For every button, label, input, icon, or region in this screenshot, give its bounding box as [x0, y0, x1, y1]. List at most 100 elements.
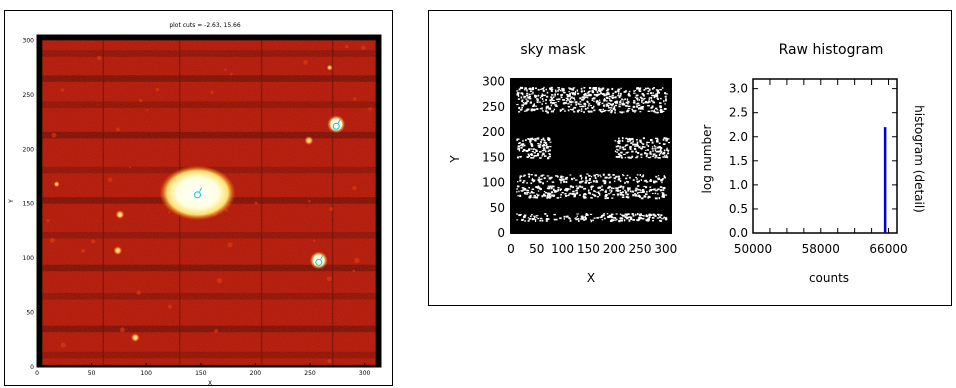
mask-pixel [600, 110, 603, 113]
mask-pixel [617, 89, 619, 92]
mask-pixel [540, 175, 543, 177]
mask-pixel [534, 218, 537, 221]
mask-pixel [639, 90, 642, 93]
mask-pixel [661, 178, 664, 181]
mask-pixel [624, 157, 627, 159]
mask-pixel [546, 91, 549, 94]
mask-pixel [648, 213, 652, 216]
mask-pixel [648, 97, 651, 99]
mask-pixel [518, 106, 521, 110]
mask-pixel [520, 214, 522, 216]
image-y-tick-label: 200 [23, 146, 35, 153]
mask-pixel [621, 98, 623, 100]
histogram-x-tick-label: 58000 [802, 242, 840, 256]
mask-pixel [608, 181, 611, 184]
mask-pixel [568, 94, 571, 97]
mask-pixel [521, 93, 524, 96]
mask-pixel [553, 108, 556, 111]
mask-pixel [620, 111, 624, 114]
mask-pixel [664, 95, 667, 98]
mask-pixel [611, 216, 614, 219]
mask-pixel [656, 111, 659, 114]
mask-pixel [542, 193, 545, 196]
mask-pixel [587, 110, 590, 112]
mask-pixel [611, 190, 613, 193]
mask-pixel [559, 179, 563, 182]
mask-pixel [602, 110, 605, 113]
mask-pixel [546, 195, 549, 198]
mask-pixel [543, 139, 546, 142]
mask-pixel [521, 104, 525, 107]
mask-pixel [590, 197, 593, 199]
mask-pixel [640, 179, 642, 181]
mask-pixel [618, 96, 621, 99]
mask-pixel [523, 175, 525, 177]
image-x-tick-label: 200 [250, 370, 262, 377]
mask-pixel [663, 100, 665, 103]
mask-pixel [632, 218, 635, 221]
mask-pixel [541, 110, 544, 112]
mask-pixel [624, 213, 628, 215]
mask-pixel [656, 217, 660, 219]
faint-source [91, 239, 96, 244]
mask-pixel [546, 215, 549, 217]
mask-pixel [634, 189, 637, 192]
mask-pixel [580, 87, 583, 90]
mask-pixel [631, 155, 634, 158]
mask-pixel [589, 181, 592, 183]
mask-pixel [536, 154, 540, 157]
mask-pixel [636, 141, 639, 144]
mask-pixel [652, 101, 656, 104]
mask-pixel [624, 191, 628, 194]
image-x-tick-label: 100 [140, 370, 152, 377]
mask-pixel [663, 149, 666, 151]
mask-pixel [599, 216, 603, 218]
mask-pixel [619, 145, 621, 148]
mask-pixel [588, 110, 591, 113]
mask-pixel [621, 214, 624, 216]
mask-pixel [539, 219, 542, 222]
mask-pixel [601, 189, 604, 191]
mask-pixel [564, 177, 568, 180]
mask-pixel [569, 88, 572, 90]
star-source [130, 333, 140, 343]
mask-pixel [611, 87, 614, 91]
mask-pixel [589, 177, 592, 180]
mask-pixel [617, 195, 619, 197]
mask-pixel [600, 188, 604, 191]
faint-source [167, 304, 173, 309]
image-y-tick-label: 300 [23, 37, 35, 44]
mask-pixel [571, 186, 575, 189]
mask-pixel [556, 175, 559, 178]
mask-pixel [604, 197, 607, 200]
mask-pixel [531, 137, 534, 139]
mask-pixel [546, 180, 548, 183]
mask-pixel [516, 185, 520, 188]
mask-pixel [657, 150, 660, 153]
mask-pixel [587, 189, 590, 192]
mask-pixel [568, 91, 570, 93]
mask-pixel [635, 176, 637, 179]
mask-pixel [592, 180, 595, 183]
mask-pixel [523, 96, 525, 99]
mask-pixel [667, 138, 670, 140]
mask-pixel [593, 93, 597, 96]
mask-pixel [641, 92, 644, 95]
mask-pixel [531, 151, 534, 153]
mask-pixel [633, 92, 636, 94]
mask-pixel [647, 90, 650, 93]
mask-pixel [649, 151, 652, 153]
mask-pixel [607, 109, 611, 112]
mask-y-tick-label: 100 [482, 176, 505, 190]
mask-pixel [668, 142, 671, 144]
mask-pixel [629, 190, 632, 193]
mask-pixel [590, 188, 593, 191]
mask-pixel [600, 88, 603, 91]
mask-pixel [564, 193, 567, 195]
mask-pixel [553, 188, 555, 190]
mask-pixel [614, 180, 616, 182]
mask-pixel [541, 174, 545, 176]
mask-pixel [603, 99, 606, 101]
mask-pixel [626, 193, 629, 196]
mask-pixel [541, 97, 544, 100]
